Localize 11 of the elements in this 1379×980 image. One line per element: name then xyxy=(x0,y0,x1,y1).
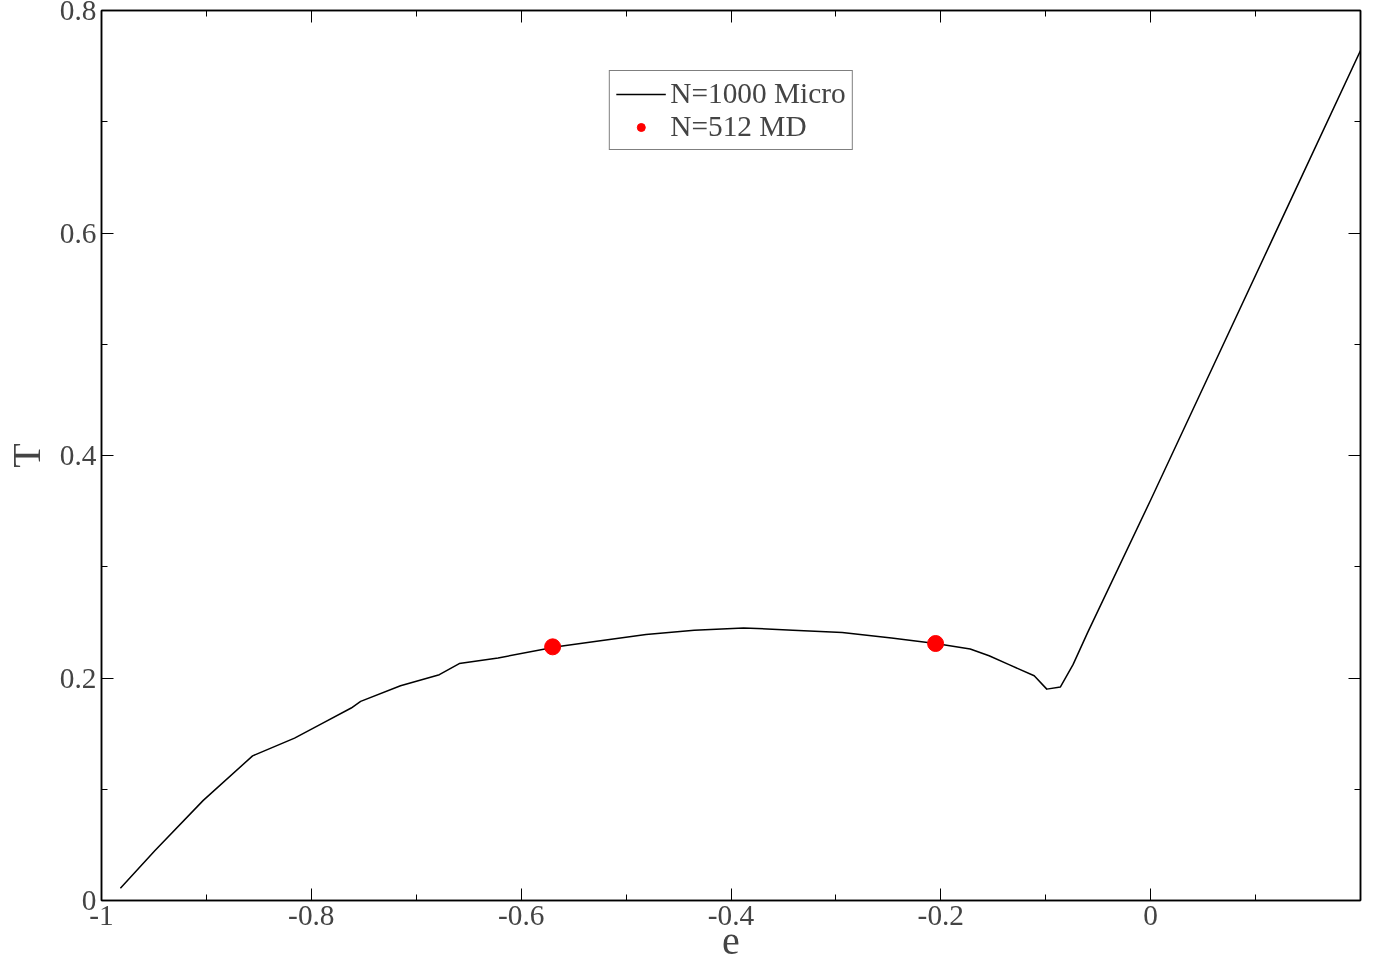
y-axis-title: T xyxy=(3,443,49,468)
legend-label: N=512 MD xyxy=(670,110,807,143)
x-tick-label: -0.2 xyxy=(917,898,965,931)
y-tick-label: 0.2 xyxy=(59,661,97,694)
y-tick-label: 0.6 xyxy=(59,216,97,249)
x-tick-label: -0.6 xyxy=(497,898,545,931)
x-tick-label: 0 xyxy=(1143,898,1159,931)
x-tick-label: -0.8 xyxy=(288,898,335,931)
y-tick-label: 0.4 xyxy=(59,439,97,471)
legend-label: N=1000 Micro xyxy=(670,77,846,110)
y-tick-label: 0.8 xyxy=(59,0,97,26)
